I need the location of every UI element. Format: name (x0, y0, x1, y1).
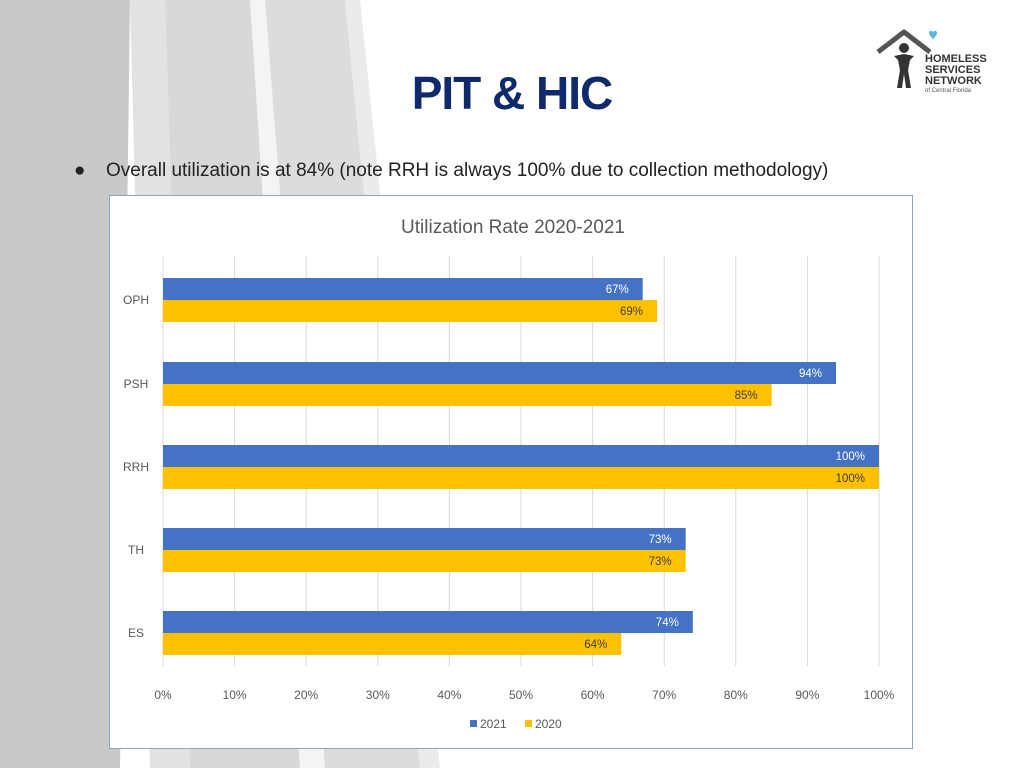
y-category-label: TH (128, 543, 144, 557)
bar-2021-psh (163, 362, 837, 384)
chart-legend: 2021 2020 (470, 717, 562, 731)
bullet-dot-icon: ● (74, 160, 86, 181)
bullet-point: ● Overall utilization is at 84% (note RRH… (74, 160, 828, 182)
data-label: 74% (656, 617, 679, 629)
data-label: 94% (799, 368, 822, 380)
chart-labels: 0% 10% 20% 30% 40% 50% 60% 70% 80% 90% 100% OPH 67% 6… (123, 284, 895, 702)
utilization-chart: Utilization Rate 2020-2021 0% 10% 20% 30% 40… (123, 217, 895, 731)
data-label: 69% (620, 306, 643, 318)
x-tick-label: 70% (652, 688, 676, 702)
organization-logo: HOMELESS SERVICES NETWORK of Central Flo… (874, 26, 994, 96)
chart-title: Utilization Rate 2020-2021 (401, 217, 625, 238)
bar-2020-th (163, 550, 686, 572)
y-category-label: PSH (124, 377, 149, 391)
bar-2020-oph (163, 300, 658, 322)
slide-title: PIT & HIC (411, 67, 614, 119)
bar-2021-oph (163, 278, 643, 300)
data-label: 100% (836, 451, 865, 463)
x-tick-label: 50% (509, 688, 533, 702)
x-tick-label: 30% (366, 688, 390, 702)
logo-line-3: NETWORK (925, 75, 982, 87)
bar-2020-psh (163, 384, 772, 406)
x-tick-label: 40% (437, 688, 461, 702)
x-tick-label: 0% (154, 688, 172, 702)
legend-label-2021: 2021 (480, 717, 507, 731)
data-label: 100% (836, 473, 865, 485)
bullet-text: Overall utilization is at 84% (note RRH … (106, 160, 829, 181)
data-label: 64% (584, 639, 607, 651)
x-tick-label: 80% (724, 688, 748, 702)
x-tick-label: 60% (581, 688, 605, 702)
y-category-label: RRH (123, 460, 149, 474)
legend-swatch-2021 (470, 720, 477, 727)
chart-bars (163, 278, 879, 655)
legend-label-2020: 2020 (535, 717, 562, 731)
bar-2021-rrh (163, 445, 879, 467)
chart-frame: Utilization Rate 2020-2021 0% 10% 20% 30% 40… (109, 195, 913, 749)
bar-2021-th (163, 528, 686, 550)
x-tick-label: 90% (795, 688, 819, 702)
legend-swatch-2020 (525, 720, 532, 727)
data-label: 67% (606, 284, 629, 296)
logo-line-4: of Central Florida (925, 88, 972, 94)
logo-line-2: SERVICES (925, 64, 980, 76)
x-tick-label: 20% (294, 688, 318, 702)
data-label: 73% (649, 534, 672, 546)
bar-2021-es (163, 611, 693, 633)
data-label: 73% (649, 556, 672, 568)
data-label: 85% (735, 390, 758, 402)
bar-2020-rrh (163, 467, 879, 489)
house-person-icon: HOMELESS SERVICES NETWORK of Central Flo… (876, 29, 987, 94)
x-tick-label: 100% (864, 688, 895, 702)
y-category-label: OPH (123, 293, 149, 307)
y-category-label: ES (128, 626, 144, 640)
logo-line-1: HOMELESS (925, 53, 987, 65)
bar-2020-es (163, 633, 622, 655)
x-tick-label: 10% (223, 688, 247, 702)
